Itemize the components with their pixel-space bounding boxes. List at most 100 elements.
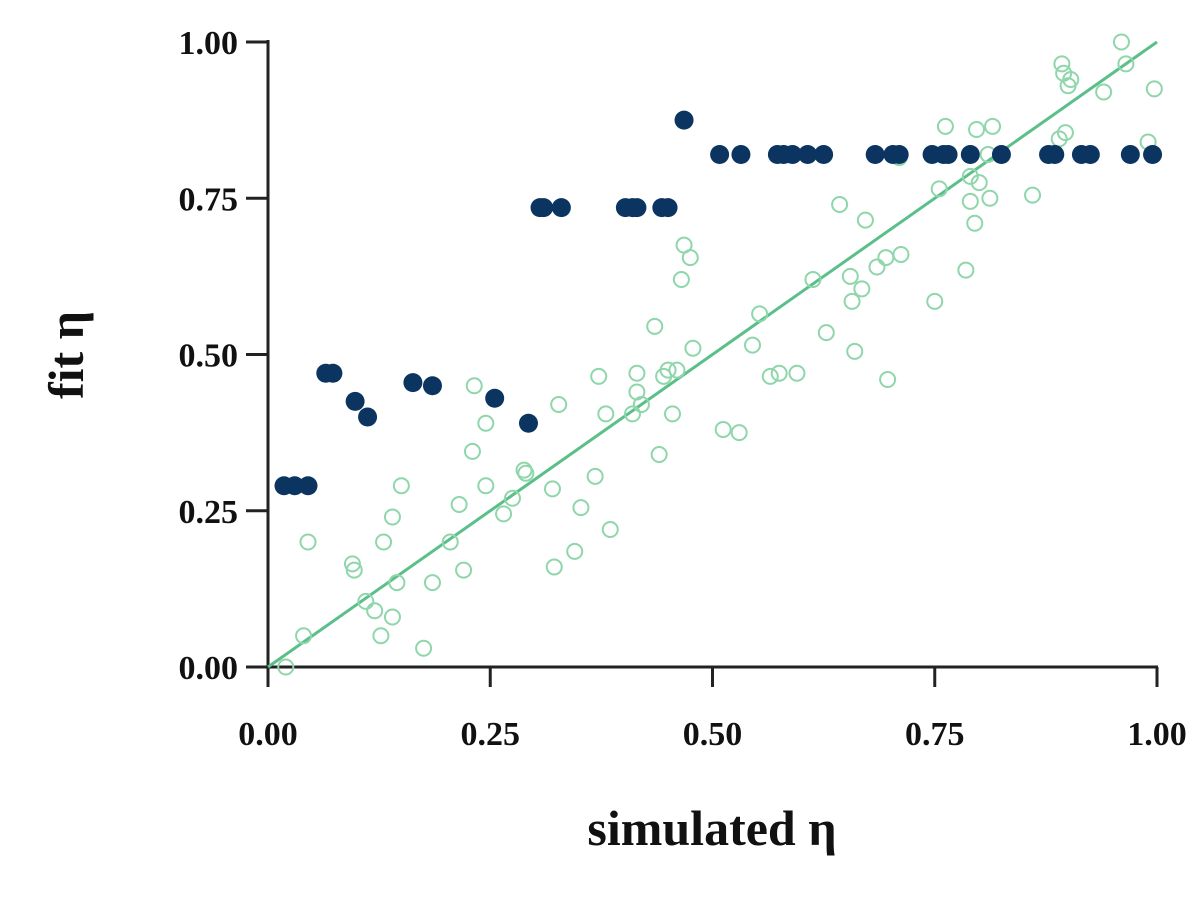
hollow-point bbox=[372, 627, 390, 645]
hollow-point bbox=[892, 246, 910, 263]
filled-point bbox=[358, 407, 378, 427]
hollow-point bbox=[495, 505, 513, 523]
hollow-point bbox=[714, 421, 732, 438]
filled-point bbox=[938, 145, 958, 164]
hollow-point bbox=[366, 602, 384, 620]
hollow-point bbox=[761, 367, 779, 385]
hollow-point bbox=[1050, 130, 1068, 148]
hollow-point bbox=[628, 364, 646, 382]
filled-point bbox=[889, 145, 909, 164]
hollow-point bbox=[383, 608, 401, 626]
hollow-point bbox=[672, 271, 690, 288]
hollow-point bbox=[730, 424, 748, 442]
hollow-point bbox=[817, 324, 835, 342]
hollow-point bbox=[455, 561, 473, 579]
y-tick-label: 0.50 bbox=[179, 338, 239, 375]
filled-point bbox=[1045, 145, 1065, 164]
hollow-point bbox=[646, 317, 664, 335]
hollow-point bbox=[1117, 55, 1135, 73]
hollow-point bbox=[345, 561, 363, 579]
hollow-point bbox=[572, 499, 590, 517]
hollow-point bbox=[503, 489, 521, 507]
filled-point bbox=[518, 413, 538, 433]
hollow-point bbox=[357, 592, 375, 610]
hollow-point bbox=[543, 480, 561, 498]
hollow-point bbox=[853, 280, 871, 298]
hollow-point bbox=[597, 405, 615, 423]
filled-point bbox=[710, 145, 730, 164]
hollow-point bbox=[856, 211, 874, 229]
filled-point bbox=[345, 391, 365, 411]
hollow-point bbox=[601, 521, 619, 538]
hollow-point bbox=[841, 267, 859, 285]
x-tick-label: 0.50 bbox=[683, 716, 743, 753]
hollow-point bbox=[277, 658, 295, 676]
hollow-point bbox=[659, 361, 677, 379]
hollow-point bbox=[936, 117, 954, 135]
filled-point bbox=[1080, 145, 1100, 164]
hollow-point bbox=[441, 533, 459, 551]
hollow-point bbox=[375, 533, 393, 551]
hollow-point bbox=[450, 496, 468, 513]
filled-point bbox=[403, 373, 423, 393]
hollow-point bbox=[550, 396, 568, 413]
hollow-point bbox=[846, 342, 864, 360]
hollow-point bbox=[681, 249, 699, 267]
filled-point bbox=[551, 198, 571, 218]
hollow-point bbox=[968, 121, 986, 138]
hollow-point bbox=[590, 367, 608, 385]
tick-group: 0.00 0.25 0.50 0.75 1.00 0.00 0.25 0.50 0.75 1.00 bbox=[179, 25, 1187, 753]
hollow-point bbox=[879, 371, 897, 388]
filled-point bbox=[285, 476, 305, 496]
hollow-point bbox=[388, 574, 406, 592]
filled-point bbox=[627, 198, 647, 218]
y-axis-title: fit η bbox=[38, 311, 94, 399]
filled-point bbox=[485, 388, 505, 408]
filled-point bbox=[798, 145, 818, 164]
hollow-point bbox=[295, 627, 313, 645]
filled-point bbox=[991, 145, 1011, 164]
hollow-point bbox=[1056, 124, 1074, 142]
hollow-point bbox=[668, 361, 686, 379]
hollow-point bbox=[586, 467, 604, 485]
hollow-point bbox=[477, 414, 495, 432]
hollow-point bbox=[663, 405, 681, 423]
hollow-point bbox=[831, 196, 849, 213]
hollow-point bbox=[970, 174, 988, 192]
hollow-point bbox=[770, 364, 788, 382]
hollow-point bbox=[868, 258, 886, 276]
hollow-point bbox=[843, 292, 861, 310]
y-tick-label: 0.75 bbox=[179, 181, 239, 218]
filled-point bbox=[658, 198, 678, 218]
hollow-point bbox=[961, 192, 979, 210]
y-tick-label: 0.25 bbox=[179, 494, 239, 531]
filled-point bbox=[674, 110, 694, 130]
hollow-point bbox=[788, 364, 806, 382]
hollow-point bbox=[1024, 186, 1042, 204]
hollow-point bbox=[423, 574, 441, 592]
filled-point bbox=[422, 376, 442, 396]
filled-point bbox=[731, 145, 751, 164]
filled-point bbox=[865, 145, 885, 164]
x-tick-label: 0.00 bbox=[238, 716, 298, 753]
hollow-point bbox=[1112, 33, 1130, 51]
hollow-point bbox=[981, 189, 999, 207]
hollow-point bbox=[957, 261, 975, 279]
hollow-point bbox=[751, 305, 769, 323]
filled-point bbox=[534, 198, 554, 218]
hollow-point bbox=[392, 477, 410, 495]
hollow-point bbox=[961, 167, 979, 185]
hollow-point bbox=[1053, 55, 1071, 73]
filled-point bbox=[960, 145, 980, 164]
hollow-point bbox=[623, 405, 641, 423]
filled-point bbox=[1143, 145, 1163, 164]
hollow-point bbox=[1145, 80, 1163, 98]
hollow-point bbox=[465, 377, 483, 395]
x-axis-title: simulated η bbox=[587, 800, 836, 856]
hollow-point bbox=[930, 180, 948, 198]
hollow-point bbox=[1062, 71, 1080, 88]
x-tick-label: 0.25 bbox=[461, 716, 521, 753]
hollow-point bbox=[984, 117, 1002, 135]
hollow-point bbox=[545, 558, 563, 576]
